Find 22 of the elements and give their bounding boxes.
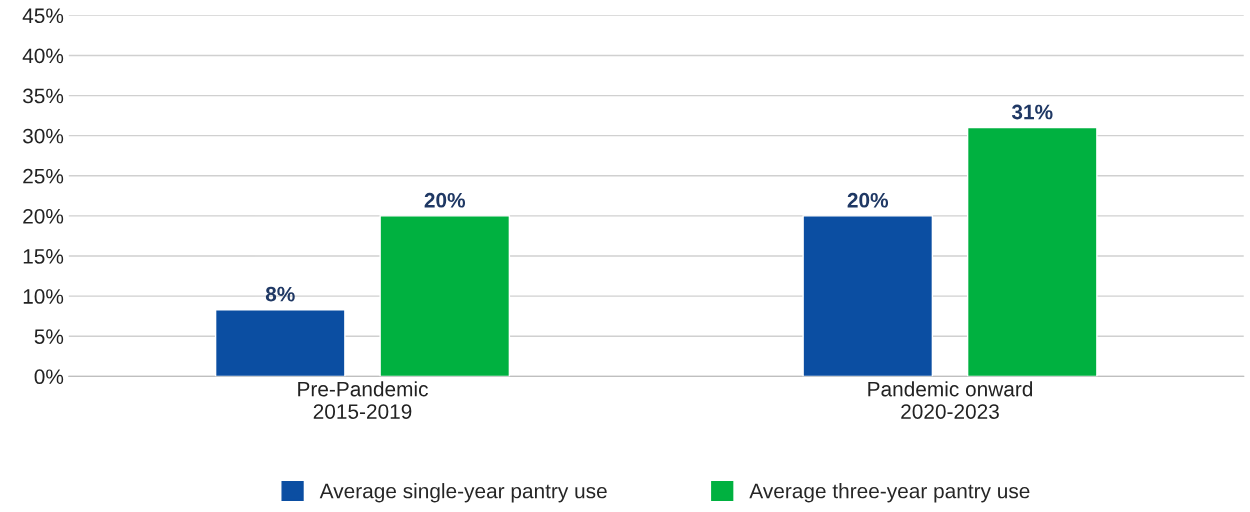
x-tick-label: Pandemic onward 2020-2023 — [868, 381, 1033, 419]
data-label: 8% — [265, 286, 295, 302]
y-tick-label: 15% — [23, 249, 64, 264]
data-label: 20% — [847, 192, 889, 208]
data-label: 20% — [424, 192, 466, 208]
y-tick-label: 10% — [23, 289, 64, 304]
x-tick-label: Pre-Pandemic 2015-2019 — [298, 381, 428, 419]
y-tick-label: 30% — [22, 128, 64, 144]
legend-label: Average single-year pantry use — [319, 483, 607, 503]
y-tick-label: 40% — [22, 48, 64, 64]
bar — [966, 126, 1098, 377]
bar — [802, 215, 934, 377]
bar — [214, 309, 346, 377]
data-label: 31% — [1011, 104, 1053, 120]
y-tick-label: 25% — [23, 168, 64, 184]
y-tick-label: 45% — [22, 8, 64, 24]
y-tick-label: 5% — [34, 329, 64, 344]
bar — [379, 215, 511, 377]
y-tick-label: 0% — [34, 369, 64, 385]
y-tick-label: 35% — [22, 88, 64, 104]
y-tick-label: 20% — [23, 208, 64, 224]
legend-label: Average three-year pantry use — [749, 483, 1030, 503]
